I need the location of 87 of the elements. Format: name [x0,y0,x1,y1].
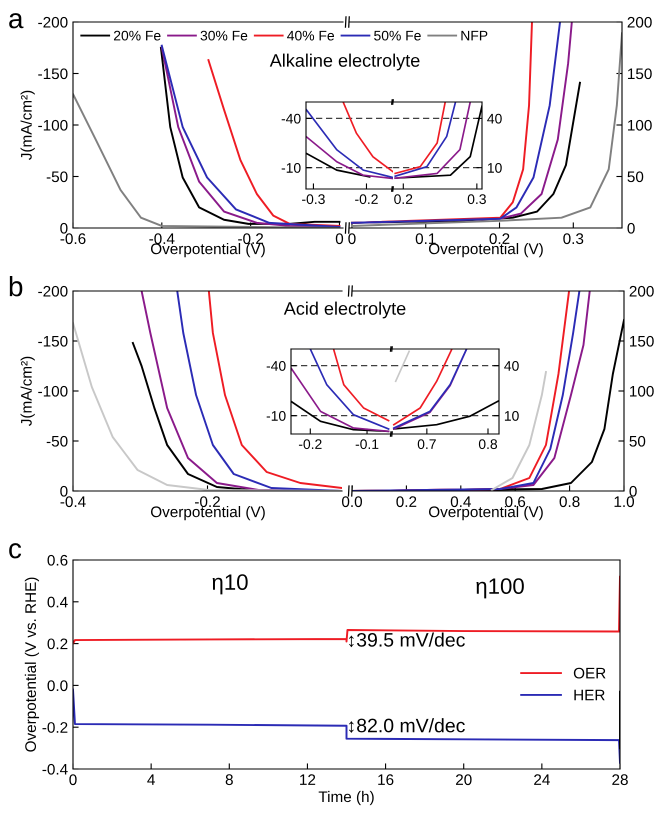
y-tick-label: -40 [282,114,301,124]
x-tick-label: -0.3 [302,194,325,204]
legend-label: 30% Fe [200,30,248,41]
y-tick-label: 100 [628,120,652,131]
y-tick-label: 50 [629,436,646,447]
x-tick-label: 0.4 [450,496,471,508]
x-tick-label: 24 [534,774,550,785]
y-tick-label: 100 [630,386,654,397]
annotation: η100 [476,578,524,598]
x-tick-label: -0.6 [60,233,86,244]
y-tick-label: -100 [38,120,68,131]
x-tick-label: -0.2 [238,233,264,244]
y-axis-title: J(mA/cm²) [20,356,35,426]
x-tick-label: 0.8 [478,439,498,450]
y-tick-label: -150 [38,68,68,80]
chart-title: b [10,276,22,296]
y-tick-label: 0.4 [48,596,68,608]
y-tick-label: 50 [627,171,644,182]
x-tick-label: 0 [69,774,77,786]
x-tick-label: 0.7 [418,439,436,450]
x-tick-label: 0.3 [563,233,584,244]
x-tick-label: -0.2 [355,194,378,204]
x-tick-label: 12 [300,774,316,785]
y-tick-label: -200 [38,16,68,28]
y-tick-label: -50 [46,436,68,447]
chart-title: c [9,543,22,558]
x-tick-label: 1.0 [614,496,634,508]
x-tick-label: -0.2 [195,496,220,508]
y-tick-label: 0.2 [48,638,68,650]
y-tick-label: -0.4 [42,764,68,775]
annotation: η10 [212,574,248,594]
x-axis-title: Overpotential (V) [428,243,543,258]
y-tick-label: -150 [38,336,68,347]
y-tick-label: 0 [629,486,637,497]
x-tick-label: 8 [226,774,233,786]
x-axis-title: Overpotential (V) [428,506,543,520]
y-tick-label: 0 [60,222,68,234]
y-tick-label: 10 [504,411,519,421]
legend-label: OER [574,668,606,679]
y-tick-label: 0.0 [48,680,68,692]
x-tick-label: -0.2 [298,439,322,450]
y-tick-label: -200 [38,286,68,297]
legend-label: 20% Fe [114,30,161,41]
y-tick-label: 0.6 [48,554,68,566]
y-tick-label: 150 [628,68,652,80]
y-tick-label: 200 [630,286,654,297]
y-tick-label: 0 [60,486,68,497]
x-tick-label: 0.2 [396,496,416,508]
x-axis-title: Overpotential (V) [150,506,265,520]
legend-label: 50% Fe [374,30,421,41]
x-tick-label: 0.8 [560,496,580,508]
y-axis-title: Overpotential (V vs. RHE) [24,578,40,752]
y-tick-label: 40 [487,114,502,124]
x-tick-label: 0.0 [342,496,362,508]
x-tick-label: 0.1 [416,233,436,244]
y-tick-label: -40 [266,361,286,371]
x-tick-label: 0.2 [394,194,412,204]
y-tick-label: -50 [46,171,68,182]
legend-label: 40% Fe [287,30,334,41]
x-axis-title: Overpotential (V) [150,243,265,258]
y-tick-label: -100 [38,386,68,397]
chart-title: a [9,13,24,28]
y-tick-label: 10 [488,162,502,173]
annotation: ↕82.0 mV/dec [349,718,465,733]
x-tick-label: 4 [147,774,155,785]
x-tick-label: 16 [378,774,394,786]
x-axis-title: Time (h) [318,790,374,806]
legend-label: NFP [461,30,488,40]
legend-label: HER [574,690,605,700]
y-tick-label: 200 [628,16,652,28]
x-tick-label: 0.3 [468,194,486,204]
annotation: Acid electrolyte [284,302,406,318]
x-tick-label: -0.4 [149,233,175,244]
y-tick-label: -0.2 [42,722,68,733]
y-tick-label: -10 [282,162,301,173]
annotation: Alkaline electrolyte [270,54,420,70]
x-tick-label: 20 [456,774,472,786]
y-tick-label: 0 [627,222,635,234]
x-tick-label: 28 [612,774,628,786]
x-tick-label: 0 [348,233,356,244]
y-tick-label: 150 [630,336,654,347]
x-tick-label: 0 [336,233,344,244]
x-tick-label: -0.1 [356,439,378,450]
y-tick-label: 40 [504,361,519,371]
y-tick-label: -10 [266,411,286,421]
annotation: ↕39.5 mV/dec [349,632,465,648]
y-axis-title: J(mA/cm²) [20,90,35,160]
